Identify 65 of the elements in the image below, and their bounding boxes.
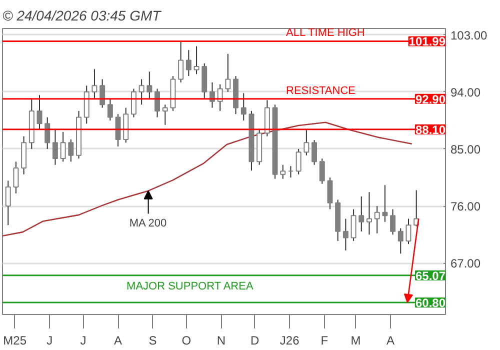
candlestick — [296, 148, 302, 175]
candlestick — [186, 50, 192, 77]
x-tick-label: J26 — [280, 334, 300, 348]
candlestick — [115, 114, 121, 147]
candlestick — [398, 228, 404, 254]
candlestick — [374, 206, 380, 234]
candlestick — [406, 218, 412, 245]
x-tick-label: J — [80, 334, 86, 348]
candlestick — [44, 116, 50, 150]
candlestick — [350, 208, 356, 242]
candlestick — [319, 158, 325, 184]
candlestick — [13, 161, 19, 194]
chart-title: © 24/04/2026 03:45 GMT — [2, 8, 162, 24]
candlestick — [146, 71, 152, 99]
candlestick — [304, 129, 310, 156]
candlestick — [52, 129, 58, 166]
candlestick — [390, 208, 396, 236]
candlestick — [36, 94, 42, 130]
candlestick — [194, 46, 200, 75]
candlestick — [217, 84, 223, 112]
candlestick — [366, 192, 372, 236]
x-tick-label: J — [46, 334, 53, 348]
candlestick — [5, 180, 11, 226]
x-tick-label: O — [182, 334, 192, 348]
x-tick-label: M25 — [3, 334, 27, 348]
candlestick — [92, 68, 98, 99]
y-tick-label: 67.00 — [450, 256, 481, 271]
candlestick — [382, 184, 388, 222]
x-tick-label: S — [148, 334, 157, 348]
ref-line-label: ALL TIME HIGH — [286, 27, 365, 40]
annotation: 101.99 — [408, 34, 446, 49]
candlestick — [130, 88, 136, 118]
candlestick — [100, 78, 106, 108]
x-tick-label: A — [386, 334, 395, 348]
candlestick — [162, 104, 168, 126]
annotation: 88.10 — [415, 122, 446, 137]
y-tick-label: 103.00 — [450, 28, 488, 42]
x-tick-label: A — [114, 334, 122, 348]
candlestick — [280, 164, 286, 180]
candlestick — [138, 78, 144, 106]
candlestick — [358, 196, 364, 232]
candlestick — [312, 140, 318, 166]
candlestick — [240, 92, 246, 121]
annotation: 60.80 — [415, 296, 446, 310]
line-series — [2, 122, 413, 237]
x-tick-label: M — [350, 334, 361, 348]
candlestick — [225, 53, 231, 92]
ref-line-label: MAJOR SUPPORT AREA — [126, 280, 254, 292]
candlestick — [60, 131, 66, 162]
y-tick-label: 85.00 — [450, 142, 481, 156]
candlestick — [107, 98, 113, 121]
x-tick-label: D — [250, 334, 260, 348]
y-tick-label: 94.00 — [450, 85, 481, 100]
candlestick — [327, 177, 333, 210]
y-tick-label: 76.00 — [450, 200, 481, 214]
candlestick — [342, 218, 348, 251]
ref-line-label: RESISTANCE — [286, 84, 356, 97]
x-tick-label: N — [216, 334, 226, 348]
candlestick — [178, 40, 184, 83]
annotation: 65.07 — [415, 268, 446, 283]
annotation: 92.90 — [415, 92, 446, 106]
candlestick — [154, 88, 160, 118]
candlestick — [68, 138, 74, 162]
x-tick-label: F — [320, 334, 328, 348]
annotation: MA 200 — [129, 218, 167, 230]
